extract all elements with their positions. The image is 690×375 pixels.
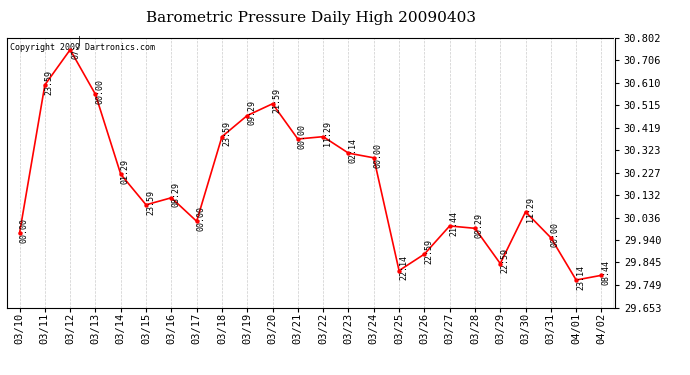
Point	[191, 218, 202, 224]
Point	[368, 155, 380, 161]
Point	[267, 101, 278, 107]
Text: 02:14: 02:14	[348, 138, 357, 163]
Point	[596, 272, 607, 278]
Text: 11:29: 11:29	[323, 122, 332, 146]
Point	[317, 134, 328, 140]
Text: 23:59: 23:59	[45, 70, 54, 95]
Text: 09:29: 09:29	[247, 100, 256, 125]
Point	[65, 47, 76, 53]
Point	[571, 277, 582, 283]
Text: 23:14: 23:14	[576, 265, 585, 290]
Point	[115, 171, 126, 177]
Point	[293, 136, 304, 142]
Text: 23:59: 23:59	[146, 189, 155, 214]
Point	[90, 92, 101, 98]
Point	[241, 112, 253, 118]
Text: 00:29: 00:29	[475, 213, 484, 238]
Point	[520, 209, 531, 215]
Text: 21:59: 21:59	[273, 88, 282, 114]
Point	[141, 202, 152, 208]
Text: 08:44: 08:44	[602, 260, 611, 285]
Text: 00:00: 00:00	[19, 218, 28, 243]
Point	[545, 235, 556, 241]
Text: 00:00: 00:00	[551, 222, 560, 248]
Text: 22:59: 22:59	[500, 248, 509, 273]
Text: 23:59: 23:59	[222, 122, 231, 146]
Point	[166, 195, 177, 201]
Text: 07:__: 07:__	[70, 34, 79, 60]
Text: 00:00: 00:00	[298, 124, 307, 149]
Point	[444, 223, 455, 229]
Text: Barometric Pressure Daily High 20090403: Barometric Pressure Daily High 20090403	[146, 11, 475, 25]
Point	[14, 230, 25, 236]
Text: 22:14: 22:14	[399, 255, 408, 280]
Text: 00:00: 00:00	[374, 142, 383, 168]
Point	[393, 268, 404, 274]
Point	[217, 134, 228, 140]
Text: 00:00: 00:00	[197, 206, 206, 231]
Text: 01:29: 01:29	[121, 159, 130, 184]
Point	[419, 251, 430, 257]
Text: 00:00: 00:00	[95, 79, 104, 104]
Text: 21:44: 21:44	[450, 211, 459, 236]
Point	[495, 261, 506, 267]
Text: Copyright 2009 Dartronics.com: Copyright 2009 Dartronics.com	[10, 43, 155, 52]
Point	[469, 225, 480, 231]
Text: 08:29: 08:29	[171, 183, 180, 207]
Point	[343, 150, 354, 156]
Point	[39, 82, 50, 88]
Text: 22:59: 22:59	[424, 239, 433, 264]
Text: 11:29: 11:29	[526, 196, 535, 222]
